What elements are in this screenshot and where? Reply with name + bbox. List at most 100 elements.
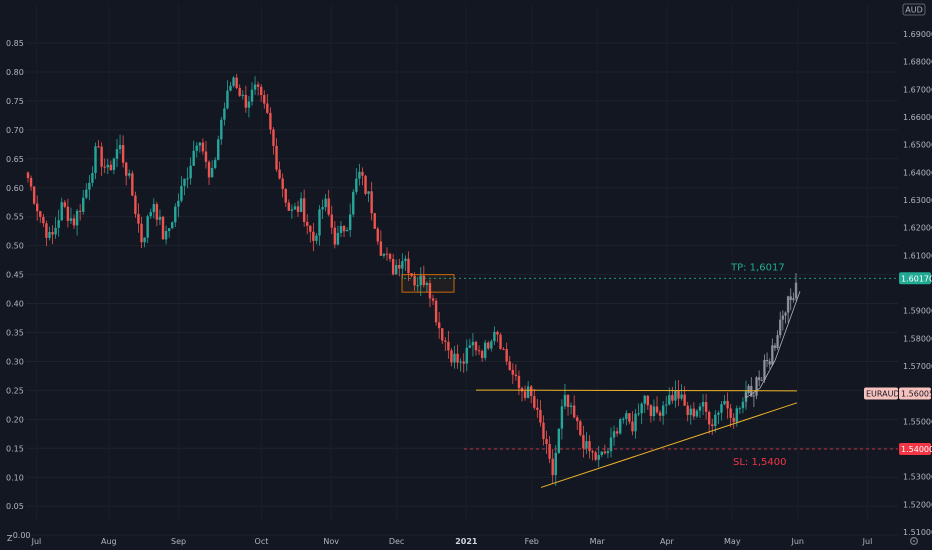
left-axis: 0.85 0.80 0.75 0.70 0.65 0.60 0.55 0.50 0.45 0.40… bbox=[6, 39, 31, 540]
x-tick-label: Jun bbox=[790, 537, 804, 546]
candle-body bbox=[352, 191, 355, 215]
projection-body bbox=[773, 345, 777, 348]
candle-body bbox=[174, 206, 177, 223]
candle-body bbox=[631, 421, 634, 432]
candle-body bbox=[551, 458, 554, 476]
candle-body bbox=[124, 162, 128, 176]
candle-body bbox=[711, 424, 714, 427]
x-tick-label: Nov bbox=[323, 537, 339, 546]
candle-body bbox=[39, 211, 42, 217]
right-tick-label: 1.65000 bbox=[903, 141, 932, 150]
candle-body bbox=[735, 408, 738, 422]
support-trendline[interactable] bbox=[540, 402, 798, 488]
candle-body bbox=[723, 400, 726, 405]
candle-body bbox=[103, 166, 106, 168]
candle-body bbox=[302, 198, 306, 223]
projection-body bbox=[752, 395, 756, 397]
right-tick-label: 1.55000 bbox=[903, 417, 932, 426]
right-tick-label: 1.51000 bbox=[903, 528, 932, 537]
x-tick-label: May bbox=[724, 537, 741, 546]
candle-body bbox=[416, 285, 419, 287]
right-tick-label: 1.57000 bbox=[903, 362, 932, 371]
candle-body bbox=[569, 405, 573, 407]
sl-label: SL: 1,5400 bbox=[733, 457, 786, 468]
right-tick-label: 1.66000 bbox=[903, 113, 932, 122]
candle-body bbox=[100, 146, 103, 167]
candle-body bbox=[437, 322, 441, 329]
candle-body bbox=[407, 258, 410, 274]
candle-body bbox=[256, 84, 260, 87]
candle-body bbox=[557, 428, 561, 453]
candle-body bbox=[536, 407, 539, 410]
projection-body bbox=[747, 385, 750, 394]
candle-body bbox=[149, 212, 152, 217]
candle-body bbox=[661, 405, 665, 416]
candle-body bbox=[213, 159, 217, 168]
candle-body bbox=[253, 84, 257, 90]
candle-body bbox=[201, 142, 205, 152]
candle-body bbox=[450, 350, 453, 363]
candle-body bbox=[293, 206, 297, 210]
candle-body bbox=[318, 209, 321, 236]
candle-body bbox=[72, 218, 76, 226]
candle-body bbox=[612, 431, 616, 438]
candle-body bbox=[161, 216, 165, 240]
candle-body bbox=[164, 230, 168, 240]
sl-price-tag: 1.54000 bbox=[899, 443, 932, 455]
candle-body bbox=[266, 103, 269, 113]
candle-body bbox=[32, 186, 36, 204]
overlays bbox=[401, 274, 898, 488]
tp-label: TP: 1,6017 bbox=[730, 262, 785, 273]
candle-body bbox=[250, 89, 254, 102]
right-tick-label: 1.59000 bbox=[903, 307, 932, 316]
candle-body bbox=[121, 145, 125, 163]
candle-body bbox=[465, 347, 468, 364]
projection-path bbox=[745, 291, 801, 399]
candle-body bbox=[714, 414, 717, 427]
candle-body bbox=[330, 214, 333, 228]
candle-body bbox=[299, 198, 303, 212]
currency-badge[interactable]: AUD bbox=[902, 3, 926, 16]
candle-body bbox=[63, 202, 67, 207]
candle-body bbox=[229, 85, 232, 91]
candle-body bbox=[600, 451, 603, 456]
candle-body bbox=[88, 182, 91, 190]
candle-body bbox=[738, 408, 742, 410]
currency-label: AUD bbox=[905, 6, 923, 15]
candle-body bbox=[128, 173, 131, 176]
right-tick-label: 1.61000 bbox=[903, 251, 932, 260]
candle-body bbox=[85, 189, 88, 198]
resistance-line[interactable] bbox=[475, 389, 798, 392]
candle-body bbox=[140, 223, 143, 243]
candle-body bbox=[701, 402, 705, 407]
tp-price-tag: 1.60170 bbox=[899, 272, 932, 285]
candle-body bbox=[480, 350, 484, 358]
candle-body bbox=[395, 265, 398, 275]
candle-body bbox=[649, 405, 653, 417]
right-tick-label: 1.67000 bbox=[903, 85, 932, 94]
candle-body bbox=[658, 412, 662, 416]
candle-body bbox=[606, 451, 610, 454]
candle-body bbox=[456, 353, 459, 363]
candle-body bbox=[373, 213, 376, 229]
candle-body bbox=[186, 178, 189, 180]
projection-body bbox=[784, 312, 787, 316]
candle-body bbox=[677, 390, 680, 399]
candle-body bbox=[247, 101, 251, 108]
candle-body bbox=[339, 225, 343, 233]
candle-body bbox=[198, 142, 202, 146]
candle-body bbox=[609, 437, 613, 452]
candle-body bbox=[42, 216, 45, 224]
candle-body bbox=[115, 149, 119, 159]
candle-body bbox=[441, 328, 444, 341]
projection-body bbox=[771, 345, 774, 365]
candle-body bbox=[82, 197, 85, 212]
candle-body bbox=[665, 404, 668, 406]
highlight-zone[interactable] bbox=[401, 274, 455, 293]
candle-body bbox=[545, 439, 548, 445]
candle-body bbox=[355, 178, 358, 192]
projection-body bbox=[794, 282, 798, 299]
candle-body bbox=[401, 261, 404, 269]
gear-icon[interactable] bbox=[909, 536, 918, 545]
